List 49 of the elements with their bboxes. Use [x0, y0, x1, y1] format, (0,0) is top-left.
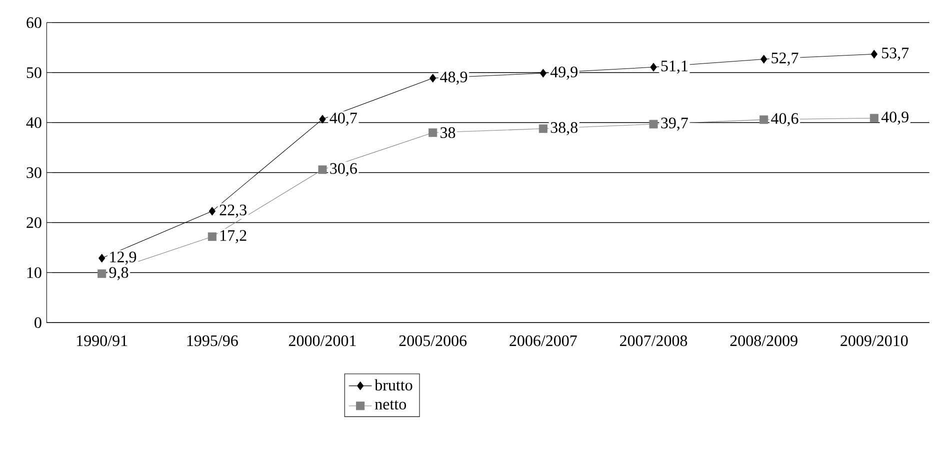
data-label: 53,7 — [882, 48, 909, 61]
point — [430, 74, 436, 82]
point — [760, 115, 768, 124]
data-label: 12,9 — [110, 252, 136, 265]
y-tick-label: 0 — [34, 317, 42, 328]
data-label: 49,9 — [550, 66, 578, 80]
point — [540, 68, 546, 78]
x-tick-label: 1990/91 — [77, 335, 128, 346]
point — [318, 165, 327, 174]
point — [870, 50, 878, 58]
point — [870, 114, 878, 122]
point — [428, 128, 438, 137]
data-label: 51,1 — [661, 60, 688, 74]
legend-label: brutto — [374, 379, 412, 390]
data-label: 48,9 — [440, 72, 468, 85]
point — [649, 120, 658, 128]
legend-label: netto — [375, 400, 406, 410]
x-tick-label: 2005/2006 — [399, 335, 467, 346]
y-tick-label: 40 — [26, 117, 42, 128]
x-tick-label: 2000/2001 — [288, 335, 356, 346]
data-label: 40,7 — [330, 112, 357, 126]
point — [208, 206, 216, 216]
data-label: 38,8 — [550, 122, 578, 136]
data-label: 40,6 — [771, 113, 798, 126]
point — [98, 269, 106, 278]
y-tick-label: 30 — [26, 167, 42, 178]
data-label: 38 — [440, 127, 456, 138]
point — [538, 124, 548, 133]
x-tick-label: 2006/2007 — [510, 335, 577, 346]
data-label: 9,8 — [109, 267, 128, 280]
point — [319, 114, 326, 124]
data-label: 30,6 — [330, 163, 357, 176]
y-tick-label: 50 — [26, 67, 42, 78]
data-label: 40,9 — [881, 112, 908, 125]
x-tick-label: 1995/96 — [187, 335, 238, 346]
x-tick-label: 2009/2010 — [840, 335, 908, 346]
x-tick-label: 2007/2008 — [620, 335, 688, 346]
data-label: 22,3 — [220, 204, 246, 218]
x-tick-label: 2008/2009 — [730, 335, 798, 346]
y-tick-label: 20 — [26, 217, 42, 228]
y-tick-label: 10 — [27, 267, 42, 278]
point — [98, 254, 106, 262]
data-label: 17,2 — [220, 230, 246, 244]
data-label: 52,7 — [772, 52, 798, 66]
y-tick-label: 60 — [26, 17, 42, 28]
point — [760, 54, 768, 64]
data-label: 39,7 — [661, 118, 688, 131]
point — [208, 232, 216, 241]
point — [650, 62, 657, 72]
